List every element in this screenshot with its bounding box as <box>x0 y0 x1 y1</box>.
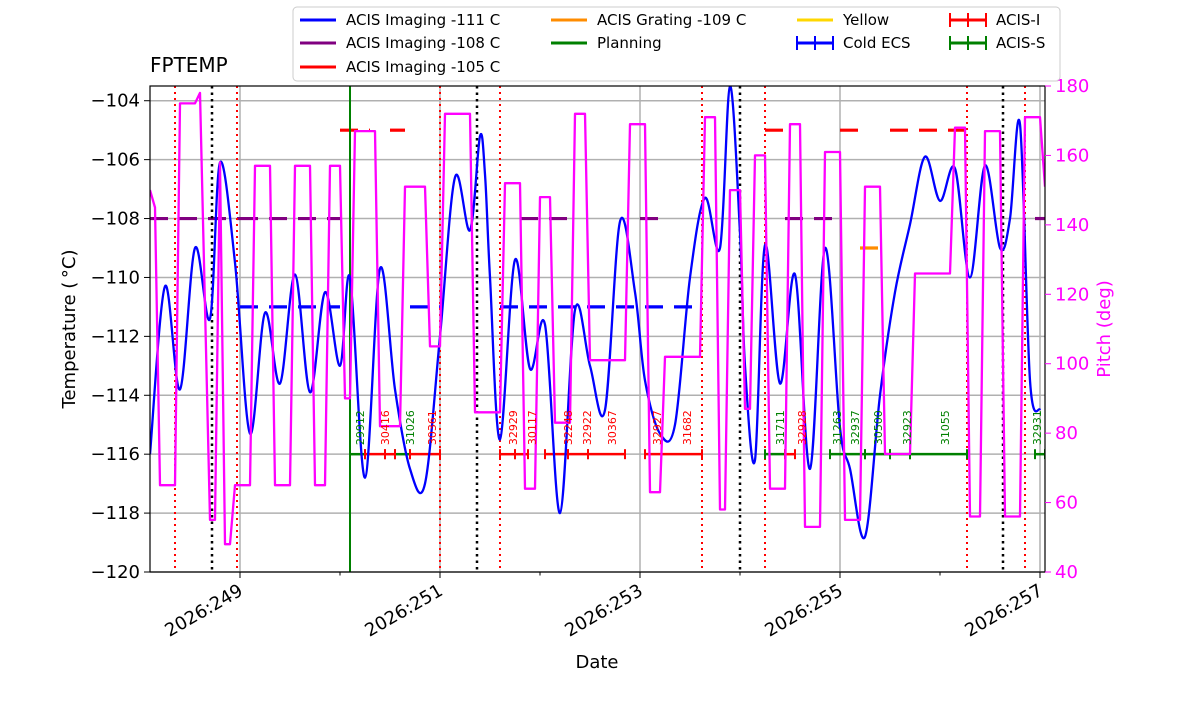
legend-label-2: ACIS Imaging -105 C <box>346 58 500 76</box>
legend-label-3: ACIS Grating -109 C <box>597 11 746 29</box>
plot-frame <box>149 85 1046 573</box>
obsid-label-7: 32922 <box>581 410 594 445</box>
grid-lines <box>150 86 1045 573</box>
obsid-label-12: 32928 <box>796 410 809 445</box>
y2-tick-label-5: 140 <box>1055 215 1089 236</box>
data-series <box>150 86 1045 546</box>
y-tick-label-5: −110 <box>91 267 140 288</box>
obsid-label-2: 31026 <box>404 410 417 445</box>
x-tick-label-3: 2026:255 <box>761 580 846 641</box>
legend-label-8: ACIS-S <box>996 34 1045 52</box>
y-tick-label-6: −108 <box>91 209 140 230</box>
obsid-label-14: 32937 <box>849 410 862 445</box>
obsid-label-10: 31682 <box>681 410 694 445</box>
obsid-label-8: 30367 <box>606 410 619 445</box>
obsid-label-9: 32927 <box>651 410 664 445</box>
y2-axis-label: Pitch (deg) <box>1094 280 1115 378</box>
y-tick-label-0: −120 <box>91 562 140 583</box>
y-tick-label-3: −114 <box>91 385 140 406</box>
legend-label-0: ACIS Imaging -111 C <box>346 11 500 29</box>
y2-tick-label-7: 180 <box>1055 76 1089 97</box>
obsid-label-3: 30361 <box>426 410 439 445</box>
event-lines <box>174 86 1026 572</box>
y2-tick-label-1: 60 <box>1055 493 1078 514</box>
obsid-labels: 29912 30416 31026 30361 32929 30117 32248 32922… <box>354 410 1044 445</box>
y-tick-label-7: −106 <box>91 150 140 171</box>
legend-label-5: Yellow <box>842 11 889 29</box>
y-tick-label-4: −112 <box>91 326 140 347</box>
legend-label-4: Planning <box>597 34 662 52</box>
y-axis-label: Temperature ( °C) <box>59 250 80 410</box>
limit-lines <box>150 128 1045 309</box>
legend-label-6: Cold ECS <box>843 34 911 52</box>
y2-tick-label-0: 40 <box>1055 562 1078 583</box>
x-tick-label-2: 2026:253 <box>561 580 646 641</box>
x-tick-label-0: 2026:249 <box>161 580 246 641</box>
y-tick-label-8: −104 <box>91 91 140 112</box>
obsid-label-6: 32248 <box>562 410 575 445</box>
chart-title: FPTEMP <box>150 53 228 77</box>
x-tick-label-1: 2026:251 <box>361 580 446 641</box>
y2-tick-label-6: 160 <box>1055 145 1089 166</box>
x-tick-label-4: 2026:257 <box>961 580 1046 641</box>
legend-label-7: ACIS-I <box>996 11 1040 29</box>
obsid-label-1: 30416 <box>379 410 392 445</box>
obsid-label-0: 29912 <box>354 410 367 445</box>
legend-box <box>292 6 1061 82</box>
legend: ACIS Imaging -111 C ACIS Imaging -108 C AC… <box>292 6 1061 82</box>
legend-label-1: ACIS Imaging -108 C <box>346 34 500 52</box>
temperature-series-line <box>150 86 1042 540</box>
obsid-label-16: 32923 <box>901 410 914 445</box>
obsid-label-15: 30500 <box>872 410 885 445</box>
obsid-label-11: 31711 <box>774 410 787 445</box>
y-tick-label-2: −116 <box>91 444 140 465</box>
x-axis-label: Date <box>575 652 618 673</box>
obsid-label-4: 32929 <box>507 410 520 445</box>
obsid-label-17: 31055 <box>939 410 952 445</box>
y2-tick-label-3: 100 <box>1055 354 1089 375</box>
y2-tick-label-4: 120 <box>1055 284 1089 305</box>
obsid-label-18: 32931 <box>1031 410 1044 445</box>
obsid-label-13: 31263 <box>831 410 844 445</box>
y2-tick-label-2: 80 <box>1055 423 1078 444</box>
y-tick-label-1: −118 <box>91 503 140 524</box>
obsid-label-5: 30117 <box>526 410 539 445</box>
pitch-series-line <box>150 91 1045 546</box>
